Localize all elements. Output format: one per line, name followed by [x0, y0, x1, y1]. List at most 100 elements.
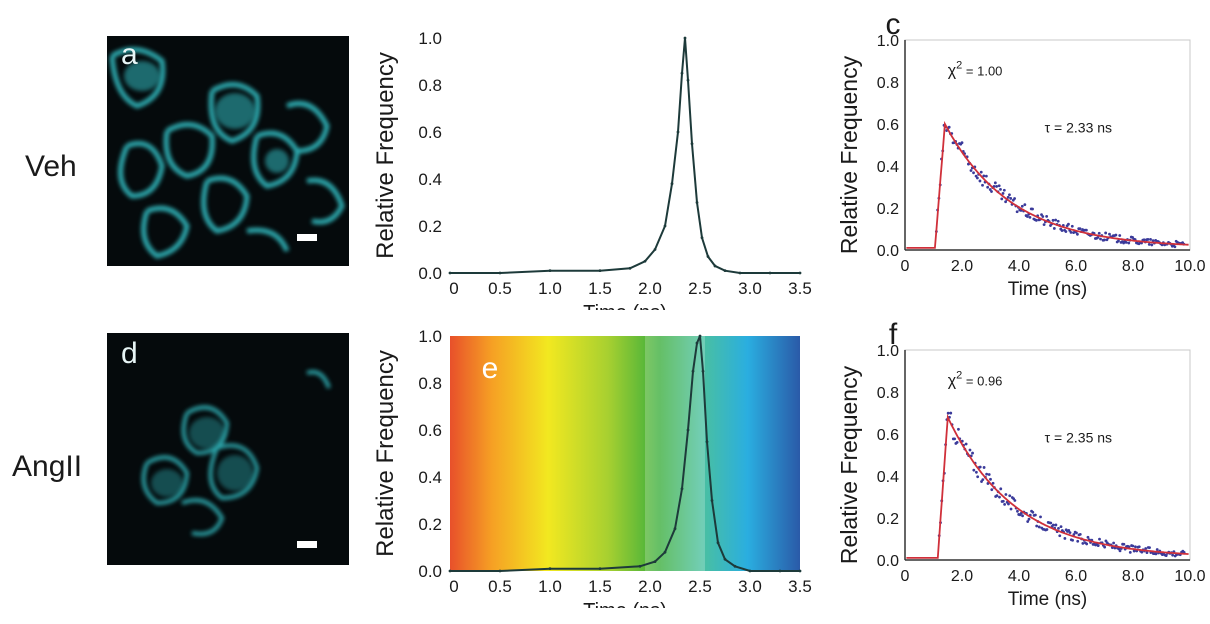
decay-data-point — [1117, 239, 1120, 243]
histogram-point — [448, 271, 452, 275]
histogram-point — [698, 334, 702, 338]
y-tick-label: 0.0 — [877, 243, 899, 260]
decay-data-point — [1008, 193, 1011, 197]
x-tick-label: 3.5 — [788, 577, 812, 596]
x-tick-label: 0.5 — [488, 577, 512, 596]
histogram-point — [716, 541, 720, 545]
x-tick-label: 10.0 — [1174, 258, 1205, 275]
x-tick-label: 6.0 — [1065, 258, 1087, 275]
decay-data-point — [976, 475, 980, 479]
decay-data-point — [1051, 523, 1055, 527]
y-tick-label: 0.8 — [418, 374, 442, 393]
histogram-point — [628, 266, 632, 270]
decay-data-point — [1072, 533, 1076, 536]
decay-data-point — [1124, 241, 1128, 244]
histogram-point — [798, 569, 802, 573]
fit-curve — [906, 120, 1189, 249]
chi-squared-superscript: 2 — [956, 60, 962, 72]
decay-data-point — [1137, 545, 1141, 549]
x-tick-label: 2.0 — [951, 568, 973, 585]
decay-data-point — [1052, 227, 1056, 230]
panel-letter: e — [482, 352, 499, 385]
decay-curve-veh: 0.0 0.2 0.4 0.6 0.8 1.0 0 2.0 4.0 6.0 8.0 10.0 Time … — [836, 8, 1205, 300]
histogram-point — [670, 182, 674, 186]
y-tick-label: 0.8 — [877, 385, 899, 402]
decay-data-point — [997, 184, 1001, 188]
decay-data-point — [1001, 499, 1005, 503]
decay-data-point — [1027, 517, 1031, 521]
y-axis-label: Relative Frequency — [372, 350, 399, 557]
histogram-point — [598, 567, 602, 571]
histogram-point — [663, 224, 667, 228]
x-tick-label: 0 — [449, 577, 458, 596]
y-tick-label: 0.2 — [418, 515, 442, 534]
decay-data-point — [1155, 548, 1159, 551]
x-tick-label: 3.0 — [738, 279, 762, 298]
decay-data-point — [1019, 511, 1023, 515]
decay-data-point — [1154, 552, 1158, 556]
x-tick-label: 10.0 — [1174, 568, 1205, 585]
decay-data-point — [964, 442, 968, 446]
histogram-point — [598, 269, 602, 273]
decay-data-point — [1112, 541, 1116, 545]
decay-data-point — [1076, 539, 1080, 543]
spectrum-background — [450, 38, 800, 273]
histogram-point — [498, 569, 502, 573]
decay-data-point — [1173, 245, 1177, 249]
decay-data-point — [1057, 526, 1060, 530]
decay-data-point — [1034, 218, 1038, 222]
chi-squared-annotation: χ2 = 0.96 — [948, 370, 1003, 390]
decay-data-point — [1060, 229, 1064, 232]
x-axis-label: Time (ns) — [1008, 279, 1088, 300]
x-tick-label: 1.0 — [538, 577, 562, 596]
decay-data-point — [1151, 239, 1155, 243]
y-tick-label: 0.4 — [877, 469, 899, 486]
decay-data-point — [990, 488, 994, 492]
y-tick-label: 0.8 — [877, 75, 899, 92]
histogram-point — [706, 255, 710, 258]
lifetime-histogram-angii: 0.0 0.2 0.4 0.6 0.8 1.0 0 0.5 1.0 1.5 2.0 2.5 3.0 3.5… — [372, 327, 812, 608]
decay-data-point — [1076, 232, 1079, 236]
histogram-point — [638, 564, 642, 568]
y-tick-label: 0.8 — [418, 76, 442, 95]
decay-data-point — [1009, 507, 1013, 511]
x-tick-label: 8.0 — [1122, 568, 1144, 585]
histogram-point — [690, 142, 694, 146]
y-tick-label: 0.0 — [418, 264, 442, 283]
decay-data-point — [1114, 233, 1118, 237]
decay-data-point — [1020, 204, 1024, 208]
decay-data-point — [946, 411, 950, 415]
decay-data-point — [955, 441, 959, 444]
decay-data-point — [981, 478, 985, 482]
micrograph-angii: d — [107, 333, 349, 565]
histogram-point — [448, 569, 452, 573]
decay-data-point — [1033, 513, 1037, 517]
decay-curve-angii: 0.0 0.2 0.4 0.6 0.8 1.0 0 2.0 4.0 6.0 8.0 10.0 Time … — [836, 318, 1205, 610]
decay-data-point — [1085, 542, 1089, 546]
decay-data-point — [1142, 238, 1146, 242]
decay-data-point — [982, 174, 986, 178]
x-tick-label: 3.0 — [738, 577, 762, 596]
decay-data-point — [1081, 541, 1085, 545]
histogram-point — [680, 71, 684, 75]
y-tick-label: 0.2 — [877, 511, 899, 528]
decay-data-point — [1122, 542, 1126, 546]
histogram-point — [733, 564, 737, 568]
decay-data-point — [1063, 537, 1067, 540]
decay-data-point — [1131, 544, 1135, 548]
decay-data-point — [995, 494, 999, 498]
decay-data-point — [1147, 242, 1151, 246]
plot-frame — [904, 39, 1191, 251]
histogram-point — [673, 527, 677, 531]
x-tick-label: 1.5 — [588, 577, 612, 596]
histogram-point — [748, 569, 752, 573]
decay-data-point — [1067, 529, 1071, 532]
decay-data-point — [1054, 218, 1058, 222]
chi-squared-annotation: χ2 = 1.00 — [948, 60, 1003, 80]
decay-data-point — [999, 487, 1003, 491]
decay-data-point — [1049, 521, 1053, 525]
x-tick-label: 2.0 — [951, 258, 973, 275]
decay-data-point — [1056, 219, 1060, 223]
decay-data-point — [1031, 510, 1035, 514]
decay-data-point — [1102, 238, 1106, 242]
